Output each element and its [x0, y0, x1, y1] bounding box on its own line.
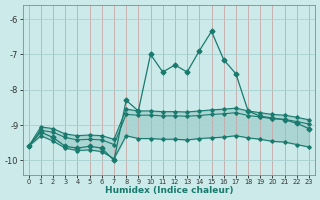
- X-axis label: Humidex (Indice chaleur): Humidex (Indice chaleur): [105, 186, 233, 195]
